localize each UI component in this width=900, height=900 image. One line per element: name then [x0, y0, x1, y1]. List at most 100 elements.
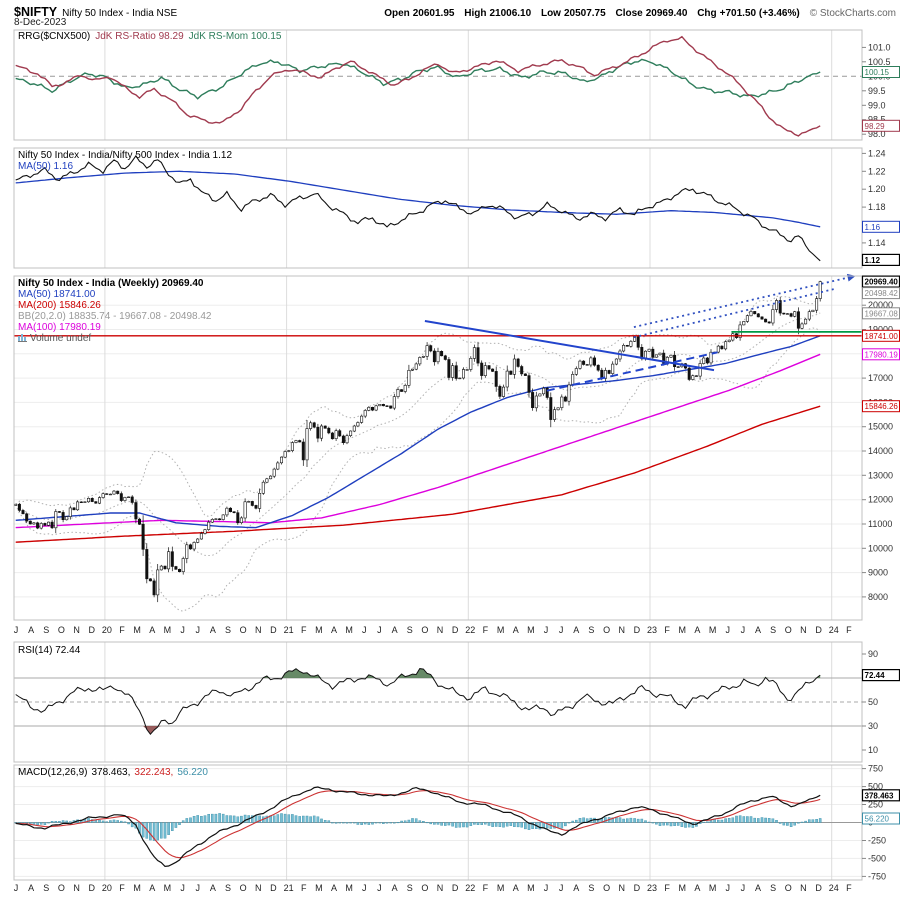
macd-hist-bar [305, 815, 309, 823]
rsi-plot: 907050301072.44 [13, 641, 900, 763]
candle-body [669, 354, 673, 358]
x-axis-label: M [315, 883, 323, 893]
price-plot: 2000019000180001700016000150001400013000… [13, 273, 900, 621]
x-axis-label: 23 [647, 625, 657, 635]
candle-body [250, 501, 254, 506]
macd-hist-bar [516, 822, 520, 828]
candle-body [178, 568, 182, 572]
candle-body [90, 497, 94, 502]
candle-body [130, 496, 134, 503]
candle-body [560, 396, 564, 408]
y-tick-label: 99.5 [868, 86, 886, 96]
x-axis-label: S [225, 883, 231, 893]
candle-body [461, 369, 465, 379]
macd-hist-bar [109, 820, 112, 823]
macd-hist-bar [170, 822, 174, 832]
macd-value: 378.463, [91, 767, 131, 778]
price-bb-label: BB(20,2.0) 18835.74 - 19667.08 - 20498.4… [18, 311, 212, 322]
macd-hist-bar [738, 815, 742, 823]
x-axis-label: A [755, 883, 761, 893]
y-tick-label: 1.24 [868, 148, 886, 158]
macd-hist-bar [207, 814, 211, 823]
macd-hist-bar [433, 822, 436, 825]
candle-body [360, 415, 364, 423]
macd-hist-bar [141, 822, 145, 838]
candle-body [596, 364, 600, 371]
macd-hist-bar [815, 819, 818, 823]
low-value: 20507.75 [563, 8, 606, 19]
candle-body [414, 363, 418, 370]
candle-body [159, 565, 163, 571]
x-axis-label: J [195, 625, 200, 635]
macd-hist-bar [440, 822, 443, 826]
macd-hist-bar [127, 822, 130, 825]
candle-body [127, 496, 131, 498]
macd-hist-bar [167, 822, 170, 835]
macd-hist-bar [302, 815, 305, 823]
y-tick-label: 12000 [868, 495, 893, 505]
chg-value: +701.50 (+3.46%) [719, 8, 800, 19]
candle-body [290, 442, 294, 451]
candle-body [83, 501, 87, 503]
macd-hist-bar [101, 820, 105, 823]
candle-body [174, 566, 178, 570]
x-axis-label: A [210, 883, 216, 893]
candle-body [28, 520, 32, 525]
macd-hist-bar [149, 822, 152, 841]
macd-hist-bar [39, 822, 43, 825]
x-axis-label: N [73, 625, 80, 635]
x-axis-label: M [709, 625, 717, 635]
macd-hist-bar [757, 818, 760, 823]
macd-hist-bar [571, 820, 574, 823]
macd-hist-bar [567, 822, 571, 824]
candle-body [527, 375, 531, 393]
x-axis-label: M [527, 883, 535, 893]
x-axis-label: 24 [829, 883, 839, 893]
candle-body [614, 358, 618, 365]
candle-body [727, 339, 731, 343]
candle-body [356, 422, 360, 427]
candle-body [585, 364, 589, 366]
macd-hist-bar [396, 822, 400, 824]
x-axis-label: A [573, 625, 579, 635]
candle-body [629, 340, 633, 347]
macd-hist-bar [283, 813, 287, 823]
macd-hist-bar [105, 821, 108, 823]
macd-hist-bar [280, 813, 283, 823]
candle-body [207, 521, 211, 530]
candle-body [232, 511, 236, 514]
macd-hist-bar [425, 822, 429, 824]
macd-hist-bar [462, 822, 465, 828]
macd-hist-bar [116, 820, 119, 823]
macd-hist-bar [298, 816, 302, 823]
x-axis-label: 20 [102, 625, 112, 635]
candle-body [105, 493, 109, 495]
macd-hist-bar [742, 816, 746, 823]
x-axis-label: M [709, 883, 717, 893]
candle-body [14, 503, 18, 506]
candle-body [25, 513, 29, 522]
macd-hist-bar [258, 815, 261, 823]
macd-hist-bar [647, 821, 651, 823]
macd-hist-bar [487, 822, 491, 826]
x-axis-label: A [573, 883, 579, 893]
candle-body [578, 360, 582, 369]
x-axis-label: O [421, 883, 428, 893]
x-axis-label: 23 [647, 883, 657, 893]
macd-hist-bar [545, 822, 549, 829]
x-axis-label: O [785, 883, 792, 893]
macd-hist-bar [480, 822, 484, 825]
macd-hist-bar [473, 822, 476, 825]
macd-hist-bar [669, 822, 673, 827]
candle-body [352, 425, 356, 432]
y-tick-label: 13000 [868, 470, 893, 480]
candle-body [472, 347, 476, 359]
candle-body [611, 363, 615, 374]
macd-hist-bar [265, 815, 269, 823]
candle-body [214, 518, 218, 520]
macd-hist-bar [14, 822, 18, 824]
candle-body [400, 389, 404, 392]
macd-hist-bar [192, 816, 196, 823]
macd-hist-bar [250, 815, 254, 823]
